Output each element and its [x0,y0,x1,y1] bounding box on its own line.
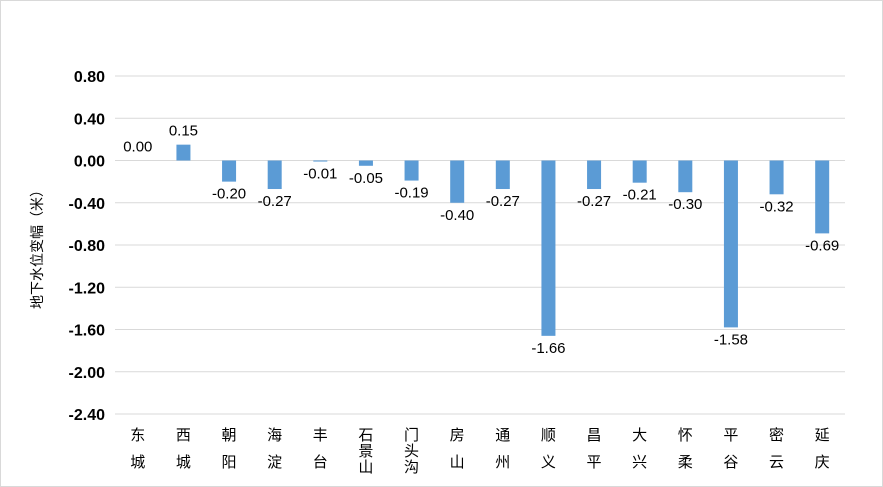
bar [541,160,556,336]
bars [176,144,830,336]
data-label: -0.19 [394,185,428,202]
data-label: -0.20 [212,186,246,203]
bar [632,160,647,183]
category-label: 海淀 [267,426,282,471]
category-label: 东城 [130,426,145,471]
bar [222,160,237,182]
data-label: -1.66 [531,340,565,357]
bar [267,160,282,190]
data-label: -1.58 [714,331,748,348]
category-label: 密云 [769,426,784,471]
category-label: 怀柔 [678,426,693,471]
y-axis-ticks: 0.80 0.40 0.00 -0.40 -0.80 -1.20 -1.60 -2.00 -2.… [69,69,106,424]
category-label: 昌平 [587,426,602,471]
bar [313,160,328,162]
category-label: 门头沟 [404,426,419,476]
category-label: 西城 [176,426,191,471]
y-tick-label: -2.40 [69,407,106,424]
y-tick-label: -1.60 [69,323,106,340]
y-axis-title: 地下水位变幅（米） [30,183,46,309]
data-label: -0.21 [623,187,657,204]
category-label: 通州 [495,426,510,471]
y-tick-label: -0.80 [69,238,106,255]
bar [176,144,191,161]
category-label: 丰台 [313,426,328,471]
data-label: 0.00 [123,139,152,156]
bar [769,160,784,195]
bar [358,160,373,166]
y-tick-label: 0.40 [74,111,105,128]
data-label: -0.27 [577,193,611,210]
bar [815,160,830,234]
category-label: 朝阳 [222,426,237,471]
y-tick-label: -0.40 [69,196,106,213]
data-label: -0.32 [759,198,793,215]
category-label: 房山 [450,426,465,471]
y-tick-label: -2.00 [69,365,106,382]
bar [450,160,465,203]
data-label: -0.69 [805,237,839,254]
data-label: -0.30 [668,196,702,213]
y-tick-label: 0.80 [74,69,105,86]
y-tick-label: 0.00 [74,154,105,171]
category-label: 平谷 [723,426,738,471]
data-label: -0.05 [349,170,383,187]
data-labels: 0.00 0.15 -0.20 -0.27 -0.01 -0.05 -0.19 -0.40 -0… [123,123,839,357]
bar [678,160,693,193]
data-label: -0.27 [258,193,292,210]
category-label: 顺义 [541,426,556,471]
bar [404,160,419,181]
y-tick-label: -1.20 [69,280,106,297]
gridlines [115,75,845,415]
bar [495,160,510,190]
category-label: 石景山 [358,426,373,476]
data-label: -0.40 [440,207,474,224]
data-label: 0.15 [169,123,198,140]
bar [723,160,738,328]
data-label: -0.01 [303,166,337,183]
category-label: 大兴 [632,426,647,471]
data-label: -0.27 [486,193,520,210]
category-label: 延庆 [815,426,830,471]
bar [587,160,602,190]
